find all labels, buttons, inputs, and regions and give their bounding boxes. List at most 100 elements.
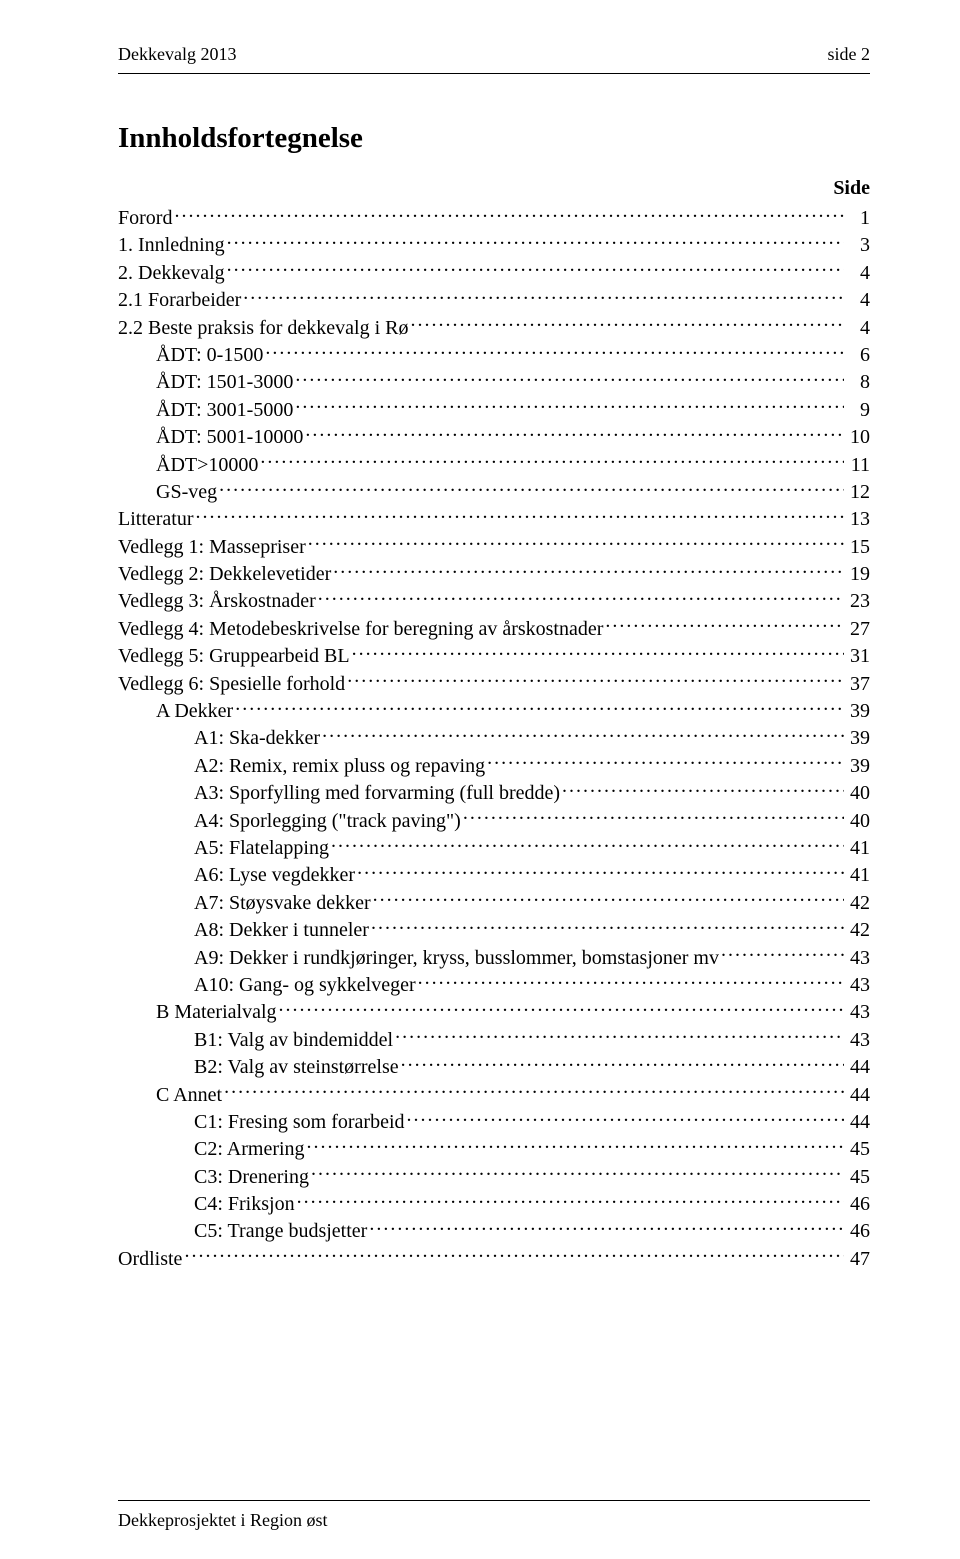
toc-row: C3: Drenering45 [118,1163,870,1190]
toc-leader-dots [333,560,844,580]
toc-entry-page: 8 [846,369,870,395]
toc-row: ÅDT: 5001-1000010 [118,423,870,450]
toc-entry-page: 37 [846,671,870,697]
toc-entry-label: B1: Valg av bindemiddel [194,1027,393,1053]
footer-rule [118,1500,870,1501]
toc-leader-dots [411,314,845,334]
toc-row: A1: Ska-dekker39 [118,724,870,751]
page-header: Dekkevalg 2013 side 2 [118,44,870,65]
toc-entry-page: 27 [846,616,870,642]
toc-entry-page: 47 [846,1246,870,1272]
toc-leader-dots [224,1081,844,1101]
toc-entry-label: C4: Friksjon [194,1191,295,1217]
toc-leader-dots [295,396,844,416]
toc-leader-dots [371,916,844,936]
toc-leader-dots [373,889,844,909]
toc-leader-dots [297,1190,844,1210]
toc-entry-page: 41 [846,835,870,861]
toc-row: A10: Gang- og sykkelveger43 [118,971,870,998]
toc-row: A2: Remix, remix pluss og repaving39 [118,752,870,779]
toc-entry-page: 44 [846,1054,870,1080]
toc-row: ÅDT: 1501-30008 [118,368,870,395]
toc-row: ÅDT: 0-1500 6 [118,341,870,368]
toc-leader-dots [407,1108,844,1128]
toc-entry-label: A4: Sporlegging ("track paving") [194,808,461,834]
toc-row: Litteratur13 [118,505,870,532]
toc-entry-label: C5: Trange budsjetter [194,1218,367,1244]
toc-leader-dots [463,807,844,827]
toc-row: B2: Valg av steinstørrelse44 [118,1053,870,1080]
toc-leader-dots [311,1163,844,1183]
toc-entry-label: ÅDT>10000 [156,452,258,478]
toc-row: C5: Trange budsjetter46 [118,1217,870,1244]
toc-entry-page: 19 [846,561,870,587]
toc-entry-page: 4 [846,260,870,286]
toc-entry-page: 39 [846,725,870,751]
toc-row: C1: Fresing som forarbeid44 [118,1108,870,1135]
toc-entry-page: 6 [846,342,870,368]
toc-entry-label: 2.2 Beste praksis for dekkevalg i Rø [118,315,409,341]
toc-entry-label: Litteratur [118,506,194,532]
toc-entry-page: 43 [846,972,870,998]
toc-leader-dots [395,1026,844,1046]
toc-row: GS-veg12 [118,478,870,505]
header-right: side 2 [828,44,871,65]
toc-leader-dots [243,286,844,306]
toc-row: ÅDT: 3001-5000 9 [118,396,870,423]
toc-row: B Materialvalg43 [118,998,870,1025]
toc-entry-label: Ordliste [118,1246,182,1272]
toc-leader-dots [307,1135,844,1155]
toc-leader-dots [295,368,844,388]
toc-leader-dots [369,1217,844,1237]
toc-row: 1. Innledning3 [118,231,870,258]
toc-row: Vedlegg 1: Massepriser15 [118,533,870,560]
toc-entry-label: 2.1 Forarbeider [118,287,241,313]
toc-entry-label: A8: Dekker i tunneler [194,917,369,943]
toc-leader-dots [418,971,844,991]
toc-entry-label: Forord [118,205,172,231]
toc-entry-page: 40 [846,808,870,834]
toc-row: Ordliste 47 [118,1245,870,1272]
toc-row: A5: Flatelapping 41 [118,834,870,861]
toc-entry-page: 43 [846,945,870,971]
toc-leader-dots [605,615,844,635]
toc-entry-label: C3: Drenering [194,1164,309,1190]
toc-leader-dots [562,779,844,799]
toc-entry-page: 4 [846,287,870,313]
toc-entry-page: 11 [846,452,870,478]
toc-entry-label: ÅDT: 3001-5000 [156,397,293,423]
toc-leader-dots [219,478,844,498]
toc-row: A4: Sporlegging ("track paving") 40 [118,807,870,834]
toc-entry-label: Vedlegg 1: Massepriser [118,534,306,560]
toc-entry-page: 44 [846,1109,870,1135]
toc-entry-label: A9: Dekker i rundkjøringer, kryss, bussl… [194,945,719,971]
toc-row: A Dekker39 [118,697,870,724]
toc-row: C Annet44 [118,1081,870,1108]
toc-entry-page: 45 [846,1136,870,1162]
toc-leader-dots [260,451,844,471]
toc-leader-dots [352,642,844,662]
toc-row: A6: Lyse vegdekker41 [118,861,870,888]
toc-entry-page: 9 [846,397,870,423]
toc-row: A7: Støysvake dekker42 [118,889,870,916]
toc-entry-page: 10 [846,424,870,450]
toc-leader-dots [347,670,844,690]
toc-leader-dots [331,834,844,854]
toc-leader-dots [401,1053,844,1073]
toc-row: A8: Dekker i tunneler 42 [118,916,870,943]
toc-entry-label: A7: Støysvake dekker [194,890,371,916]
header-rule [118,73,870,74]
toc-leader-dots [174,204,844,224]
toc-leader-dots [487,752,844,772]
table-of-contents: Forord11. Innledning32. Dekkevalg42.1 Fo… [118,204,870,1272]
page-title: Innholdsfortegnelse [118,122,870,155]
toc-row: 2.2 Beste praksis for dekkevalg i Rø 4 [118,314,870,341]
side-column-label: Side [118,177,870,200]
toc-entry-label: A5: Flatelapping [194,835,329,861]
toc-entry-page: 42 [846,917,870,943]
toc-row: 2.1 Forarbeider 4 [118,286,870,313]
toc-entry-page: 4 [846,315,870,341]
toc-entry-label: A2: Remix, remix pluss og repaving [194,753,485,779]
toc-entry-label: ÅDT: 0-1500 [156,342,263,368]
toc-entry-page: 31 [846,643,870,669]
